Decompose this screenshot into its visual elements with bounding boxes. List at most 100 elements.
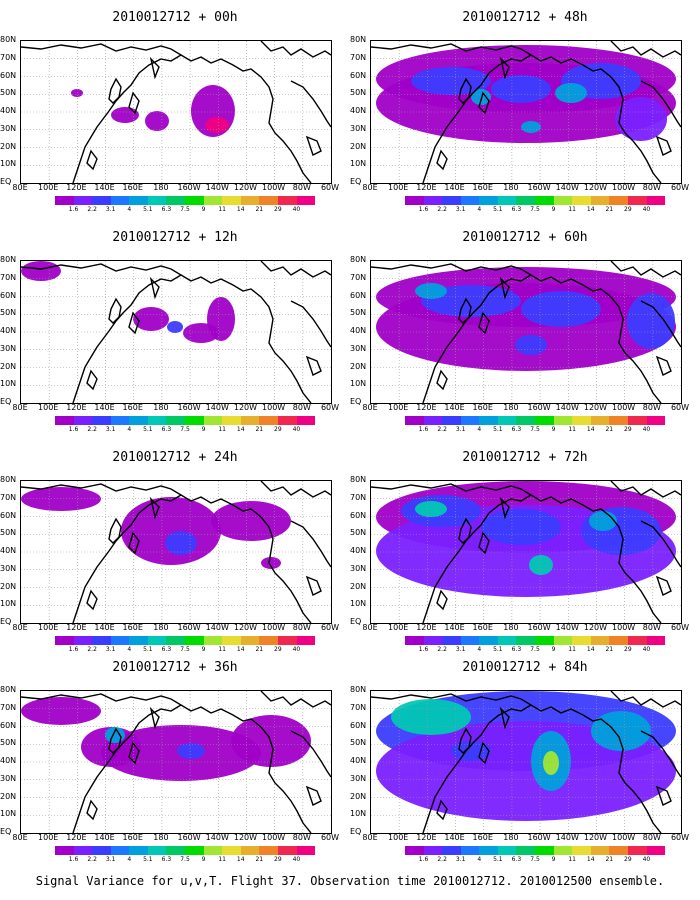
- colorbar-label: 9: [551, 426, 556, 433]
- colorbar-label: 7.5: [530, 426, 540, 433]
- colorbar-label: 11: [568, 646, 576, 653]
- colorbar-label: 1.6: [68, 426, 79, 433]
- variance-contour: [471, 89, 491, 105]
- lon-tick-label: 120E: [416, 403, 437, 412]
- lon-tick-label: 180: [503, 183, 519, 192]
- coastlines: [371, 481, 681, 623]
- colorbar-swatch: [572, 196, 591, 205]
- lon-tick-label: 120W: [583, 403, 608, 412]
- lon-tick-label: 160E: [472, 623, 493, 632]
- colorbar-label: 14: [236, 206, 245, 213]
- colorbar-label: 29: [624, 206, 632, 213]
- panel-title: 2010012712 + 24h: [112, 450, 238, 465]
- lon-tick-label: 140W: [555, 623, 579, 632]
- map-canvas: [21, 481, 331, 623]
- panel-title: 2010012712 + 00h: [112, 10, 238, 25]
- colorbar-label: 29: [624, 426, 632, 433]
- map-plot-area: [370, 40, 682, 184]
- lon-tick-label: 80W: [642, 623, 661, 632]
- lat-tick-label: 20N: [350, 361, 367, 371]
- colorbar-swatch: [73, 636, 93, 645]
- lon-tick-label: 120E: [66, 623, 87, 632]
- lat-tick-label: 20N: [0, 581, 17, 591]
- lon-tick-label: 100E: [38, 183, 59, 192]
- lat-tick-label: 30N: [0, 123, 17, 133]
- colorbar-swatch: [92, 846, 111, 855]
- colorbar-swatch: [277, 416, 297, 425]
- colorbar-label: 1.6: [418, 206, 429, 213]
- lat-tick-label: 30N: [0, 773, 17, 783]
- colorbar-swatch: [147, 636, 167, 645]
- colorbar-swatch: [609, 846, 628, 855]
- lon-tick-label: 60W: [320, 623, 340, 632]
- lat-tick-label: 60N: [0, 70, 17, 80]
- colorbar-swatch: [535, 636, 554, 645]
- lon-tick-label: 100E: [38, 623, 59, 632]
- colorbar-swatch: [129, 416, 148, 425]
- panel-24h: 2010012712 + 24h 80N 70N 60N 50N 40N 30N 20N 10…: [0, 440, 350, 653]
- lon-tick-label: 120E: [416, 833, 437, 842]
- lon-axis: 80E 100E 120E 140E 160E 180 160W 140W 120W 100W 80…: [350, 184, 700, 194]
- lat-tick-label: 40N: [350, 106, 367, 115]
- colorbar-swatch: [609, 636, 628, 645]
- colorbar-label: 6.3: [511, 206, 522, 213]
- variance-contour: [261, 557, 281, 569]
- lat-tick-label: 80N: [350, 685, 367, 694]
- colorbar-label: 14: [586, 426, 595, 433]
- colorbar-swatch: [572, 416, 591, 425]
- lat-tick-label: 70N: [0, 492, 17, 502]
- colorbar-swatch: [110, 636, 130, 645]
- colorbar-swatch: [92, 196, 111, 205]
- colorbar-label: 7.5: [530, 206, 540, 213]
- colorbar-swatch: [627, 846, 647, 855]
- lat-tick-label: EQ: [0, 397, 12, 406]
- lon-tick-label: 140W: [205, 183, 229, 192]
- lon-tick-label: 180: [153, 833, 169, 842]
- lat-tick-label: 10N: [350, 809, 367, 819]
- lon-tick-label: 100E: [388, 403, 409, 412]
- colorbar-label: 9: [201, 856, 206, 863]
- lat-tick-label: 70N: [350, 702, 367, 712]
- colorbar-swatch: [627, 416, 647, 425]
- colorbar-labels: 1.6 2.2 3.1 4 5.1 6.3 7.5 9 11 14 21 29 40: [405, 207, 665, 215]
- lat-tick-label: 70N: [350, 52, 367, 62]
- colorbar-label: 21: [255, 206, 264, 213]
- variance-contour: [376, 721, 676, 821]
- colorbar-label: 5.1: [493, 856, 503, 863]
- coastlines: [21, 481, 331, 623]
- colorbar-swatch: [535, 846, 554, 855]
- variance-contour: [415, 283, 447, 299]
- variance-contour: [167, 321, 183, 333]
- lon-tick-label: 80E: [12, 403, 28, 412]
- colorbar-swatch: [222, 196, 241, 205]
- lon-axis: 80E 100E 120E 140E 160E 180 160W 140W 120W 100W 80…: [350, 624, 700, 634]
- colorbar-swatch: [73, 846, 93, 855]
- coastlines: [371, 41, 681, 183]
- lon-tick-label: 100E: [388, 833, 409, 842]
- panel-36h: 2010012712 + 36h 80N 70N 60N 50N 40N 30N 20N 10…: [0, 650, 350, 863]
- colorbar-swatch: [55, 416, 74, 425]
- panel-72h: 2010012712 + 72h 80N 70N 60N 50N 40N 30N 20N 10…: [350, 440, 700, 653]
- colorbar-label: 5.1: [143, 646, 153, 653]
- lon-tick-label: 140W: [205, 623, 229, 632]
- panel-title: 2010012712 + 84h: [462, 660, 588, 675]
- panel-title: 2010012712 + 72h: [462, 450, 588, 465]
- colorbar-swatch: [147, 846, 167, 855]
- colorbar-label: 4: [477, 206, 482, 213]
- colorbar-swatch: [572, 636, 591, 645]
- lat-tick-label: 80N: [0, 685, 17, 694]
- lon-tick-label: 140E: [94, 183, 115, 192]
- colorbar-label: 6.3: [511, 426, 522, 433]
- colorbar-label: 3.1: [105, 646, 116, 653]
- colorbar-swatch: [185, 846, 204, 855]
- lon-tick-label: 140E: [444, 623, 465, 632]
- coastlines: [371, 261, 681, 403]
- colorbar-labels: 1.6 2.2 3.1 4 5.1 6.3 7.5 9 11 14 21 29 40: [405, 857, 665, 865]
- colorbar-label: 7.5: [180, 206, 190, 213]
- panel-48h: 2010012712 + 48h 80N 70N 60N 50N 40N 30N 20N 10…: [350, 0, 700, 215]
- lat-tick-label: 40N: [0, 756, 17, 765]
- colorbar-swatch: [222, 416, 241, 425]
- colorbar-label: 2.2: [87, 646, 97, 653]
- colorbar-swatch: [553, 196, 573, 205]
- lat-tick-label: 80N: [350, 475, 367, 484]
